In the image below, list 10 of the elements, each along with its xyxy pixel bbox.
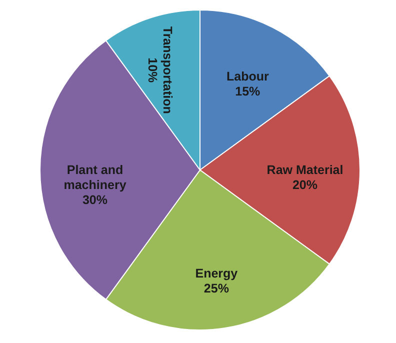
data-label: 10% [146,58,160,83]
data-label: 25% [204,282,229,296]
slice-label: Labour [226,69,269,84]
slice-label: Energy [195,266,238,281]
slice-label: Transportation [160,26,175,114]
slice-label: Plant and machinery [64,163,126,192]
slice-label: Raw Material [266,163,344,177]
data-label: 30% [82,193,108,207]
data-label: 20% [292,178,318,192]
data-label: 15% [235,84,260,98]
